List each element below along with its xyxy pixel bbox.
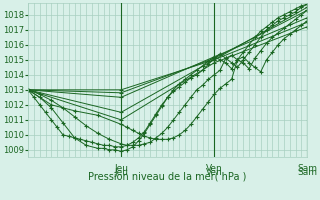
Text: Sam: Sam [297,164,317,173]
Text: Sam: Sam [297,168,317,177]
Text: Jeu: Jeu [114,168,128,177]
Text: Jeu: Jeu [114,164,128,173]
Text: Ven: Ven [206,164,222,173]
X-axis label: Pression niveau de la mer( hPa ): Pression niveau de la mer( hPa ) [88,171,247,181]
Text: Ven: Ven [206,168,222,177]
